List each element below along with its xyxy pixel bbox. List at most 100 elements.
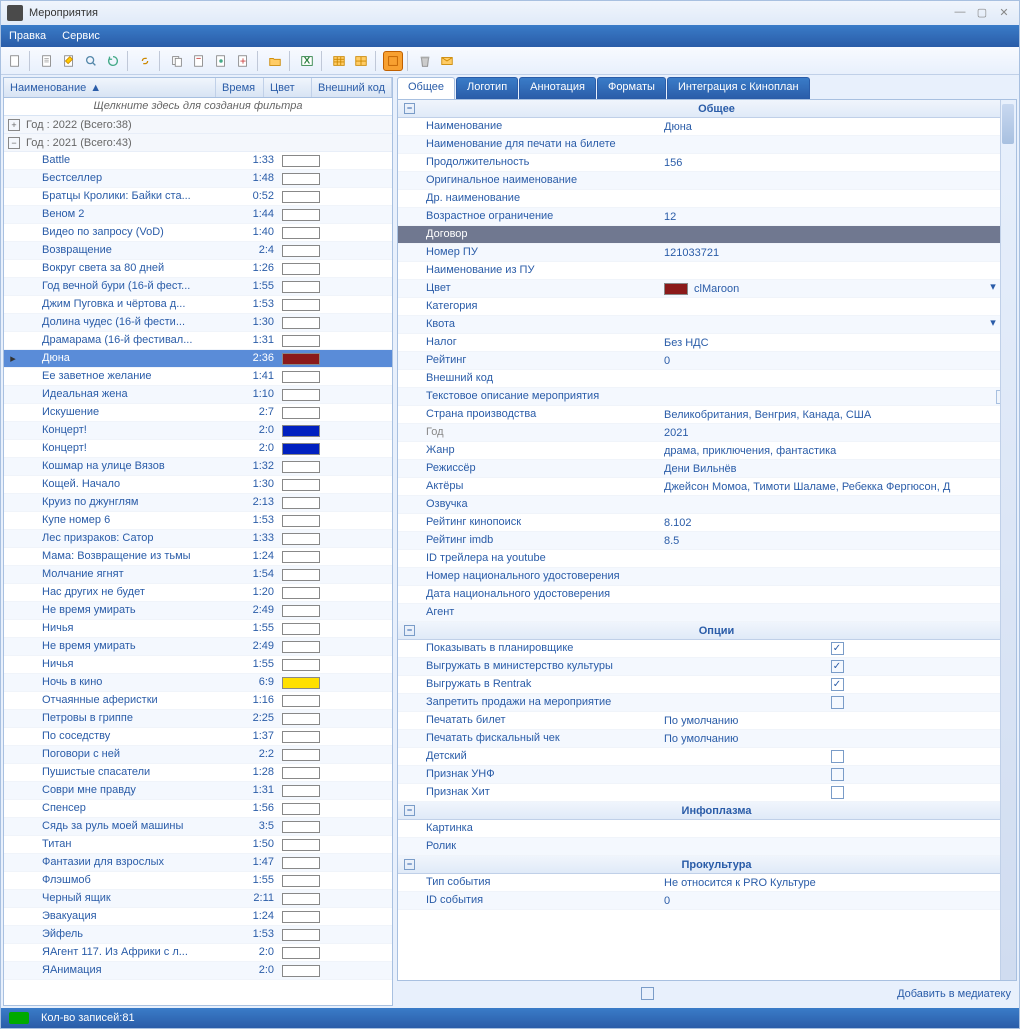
table-row[interactable]: Отчаянные аферистки1:16	[4, 692, 392, 710]
prop-row[interactable]: АктёрыДжейсон Момоа, Тимоти Шаламе, Ребе…	[398, 478, 1016, 496]
prop-row[interactable]: Дата национального удостоверения▾	[398, 586, 1016, 604]
col-color[interactable]: Цвет	[264, 78, 312, 97]
collapse-icon[interactable]: −	[404, 805, 415, 816]
prop-row[interactable]: Детский	[398, 748, 1016, 766]
media-checkbox[interactable]	[641, 987, 654, 1000]
col-name[interactable]: Наименование▲	[4, 78, 216, 97]
prop-value[interactable]	[658, 550, 1016, 567]
prop-value[interactable]: 121033721	[658, 244, 1016, 261]
tb-search-icon[interactable]	[81, 51, 101, 71]
maximize-button[interactable]: ▢	[973, 6, 991, 20]
prop-row[interactable]: Показывать в планировщике	[398, 640, 1016, 658]
prop-row[interactable]: Картинка…	[398, 820, 1016, 838]
tb-doc4-icon[interactable]	[233, 51, 253, 71]
prop-row[interactable]: Печатать фискальный чекПо умолчанию	[398, 730, 1016, 748]
prop-row[interactable]: Квота▾…	[398, 316, 1016, 334]
collapse-icon[interactable]: −	[404, 103, 415, 114]
prop-value[interactable]: 12▴▾	[658, 208, 1016, 225]
prop-value[interactable]: драма, приключения, фантастика	[658, 442, 1016, 459]
tb-doc1-icon[interactable]	[37, 51, 57, 71]
table-row[interactable]: Концерт!2:0	[4, 440, 392, 458]
prop-value[interactable]	[658, 568, 1016, 585]
table-row[interactable]: Спенсер1:56	[4, 800, 392, 818]
table-row[interactable]: Круиз по джунглям2:13	[4, 494, 392, 512]
prop-row[interactable]: Др. наименование	[398, 190, 1016, 208]
prop-value[interactable]	[658, 838, 1000, 855]
prop-value[interactable]: По умолчанию	[658, 730, 1016, 747]
table-row[interactable]: Видео по запросу (VoD)1:40	[4, 224, 392, 242]
prop-value[interactable]: Дюна	[658, 118, 1016, 135]
table-row[interactable]: Идеальная жена1:10	[4, 386, 392, 404]
prop-value[interactable]: Без НДС	[658, 334, 1016, 351]
prop-row[interactable]: ЦветclMaroon▾…	[398, 280, 1016, 298]
close-button[interactable]: ✕	[995, 6, 1013, 20]
prop-value[interactable]	[658, 298, 1002, 315]
table-row[interactable]: Поговори с ней2:2	[4, 746, 392, 764]
table-row[interactable]: Флэшмоб1:55	[4, 872, 392, 890]
table-row[interactable]: Battle1:33	[4, 152, 392, 170]
prop-row[interactable]: Агент▾	[398, 604, 1016, 622]
table-row[interactable]: Лес призраков: Сатор1:33	[4, 530, 392, 548]
prop-value[interactable]	[658, 604, 1002, 621]
scrollbar[interactable]	[1000, 100, 1016, 980]
table-row[interactable]: ЯАгент 117. Из Африки с л...2:0	[4, 944, 392, 962]
prop-row[interactable]: ID события0	[398, 892, 1016, 910]
tab-0[interactable]: Общее	[397, 77, 455, 99]
prop-value[interactable]: Не относится к PRO Культуре	[658, 874, 1016, 891]
prop-value[interactable]	[658, 316, 986, 333]
tab-3[interactable]: Форматы	[597, 77, 666, 99]
table-row[interactable]: Сядь за руль моей машины3:5	[4, 818, 392, 836]
table-row[interactable]: Петровы в гриппе2:25	[4, 710, 392, 728]
menu-edit[interactable]: Правка	[9, 30, 46, 42]
table-row[interactable]: Джим Пуговка и чёртова д...1:53	[4, 296, 392, 314]
prop-value[interactable]: Великобритания, Венгрия, Канада, США	[658, 406, 1016, 423]
checkbox[interactable]	[831, 642, 844, 655]
prop-row[interactable]: Оригинальное наименование	[398, 172, 1016, 190]
col-time[interactable]: Время	[216, 78, 264, 97]
prop-row[interactable]: НаименованиеДюна	[398, 118, 1016, 136]
tb-edit-icon[interactable]	[59, 51, 79, 71]
prop-row[interactable]: Наименование из ПУ	[398, 262, 1016, 280]
prop-row[interactable]: Признак УНФ	[398, 766, 1016, 784]
prop-row[interactable]: Продолжительность156	[398, 154, 1016, 172]
tb-refresh-icon[interactable]	[103, 51, 123, 71]
table-row[interactable]: Черный ящик2:11	[4, 890, 392, 908]
tab-2[interactable]: Аннотация	[519, 77, 596, 99]
prop-row[interactable]: Страна производстваВеликобритания, Венгр…	[398, 406, 1016, 424]
prop-row[interactable]: Договор▾	[398, 226, 1016, 244]
tb-excel-icon[interactable]: X	[297, 51, 317, 71]
collapse-icon[interactable]: −	[404, 625, 415, 636]
table-row[interactable]: Веном 21:44	[4, 206, 392, 224]
prop-value[interactable]: По умолчанию	[658, 712, 1016, 729]
checkbox[interactable]	[831, 768, 844, 781]
prop-row[interactable]: Выгружать в министерство культуры	[398, 658, 1016, 676]
dropdown-icon[interactable]: ▾	[986, 316, 1000, 333]
checkbox[interactable]	[831, 678, 844, 691]
table-row[interactable]: Эвакуация1:24	[4, 908, 392, 926]
tb-grid2-icon[interactable]	[351, 51, 371, 71]
prop-row[interactable]: Номер ПУ121033721	[398, 244, 1016, 262]
table-row[interactable]: Концерт!2:0	[4, 422, 392, 440]
checkbox[interactable]	[831, 786, 844, 799]
prop-value[interactable]	[658, 190, 1016, 207]
prop-row[interactable]: Тип событияНе относится к PRO Культуре	[398, 874, 1016, 892]
prop-row[interactable]: ID трейлера на youtube	[398, 550, 1016, 568]
tb-new-icon[interactable]	[5, 51, 25, 71]
prop-row[interactable]: Жанрдрама, приключения, фантастика	[398, 442, 1016, 460]
prop-value[interactable]	[658, 370, 1016, 387]
tb-folder-icon[interactable]	[265, 51, 285, 71]
col-ext[interactable]: Внешний код	[312, 78, 392, 97]
collapse-icon[interactable]: −	[404, 859, 415, 870]
prop-row[interactable]: РежиссёрДени Вильнёв	[398, 460, 1016, 478]
prop-value[interactable]: 8.102	[658, 514, 1016, 531]
table-row[interactable]: Ночь в кино6:9	[4, 674, 392, 692]
prop-row[interactable]: Озвучка	[398, 496, 1016, 514]
table-row[interactable]: Ее заветное желание1:41	[4, 368, 392, 386]
dropdown-icon[interactable]: ▾	[986, 280, 1000, 297]
table-row[interactable]: Соври мне правду1:31	[4, 782, 392, 800]
prop-row[interactable]: Текстовое описание мероприятияa	[398, 388, 1016, 406]
table-row[interactable]: Титан1:50	[4, 836, 392, 854]
table-row[interactable]: ЯАнимация2:0	[4, 962, 392, 980]
prop-value[interactable]: 8.5	[658, 532, 1016, 549]
prop-value[interactable]: Джейсон Момоа, Тимоти Шаламе, Ребекка Фе…	[658, 478, 1016, 495]
